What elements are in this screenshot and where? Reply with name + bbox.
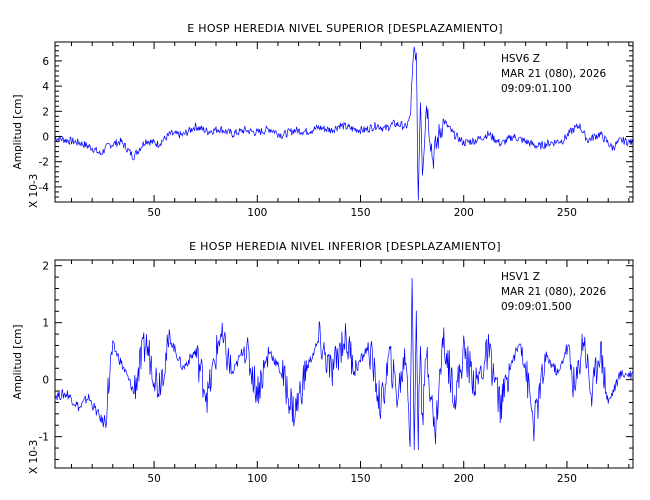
upper-panel: E HOSP HEREDIA NIVEL SUPERIOR [DESPLAZAM… — [12, 22, 634, 219]
plot-frame — [54, 259, 634, 469]
y-tick-label: 6 — [42, 56, 49, 68]
chart-title: E HOSP HEREDIA NIVEL INFERIOR [DESPLAZAM… — [189, 240, 501, 253]
x-tick-label: 200 — [454, 473, 474, 485]
series-line — [54, 278, 634, 451]
time-label: 09:09:01.100 — [501, 83, 572, 95]
y-tick-label: 0 — [42, 131, 49, 143]
plot-frame — [54, 41, 634, 203]
x-tick-label: 50 — [147, 473, 160, 485]
lower-panel: E HOSP HEREDIA NIVEL INFERIOR [DESPLAZAM… — [12, 240, 634, 485]
x-tick-label: 150 — [350, 473, 370, 485]
y-tick-label: -1 — [39, 432, 49, 444]
y-tick-label: 1 — [42, 318, 49, 330]
station-label: HSV6 Z — [501, 53, 540, 65]
x-tick-label: 250 — [557, 473, 577, 485]
x-tick-label: 100 — [247, 207, 267, 219]
y-tick-label: 2 — [42, 261, 49, 273]
y-axis-label: Amplitud [cm] — [12, 325, 24, 400]
y-scale-label: X 10-3 — [28, 440, 40, 474]
x-tick-label: 100 — [247, 473, 267, 485]
x-tick-label: 50 — [147, 207, 160, 219]
chart-title: E HOSP HEREDIA NIVEL SUPERIOR [DESPLAZAM… — [187, 22, 503, 35]
y-tick-label: -2 — [39, 157, 49, 169]
y-tick-label: 0 — [42, 375, 49, 387]
date-label: MAR 21 (080), 2026 — [501, 286, 607, 298]
date-label: MAR 21 (080), 2026 — [501, 68, 607, 80]
series-line — [54, 46, 634, 201]
x-tick-label: 200 — [454, 207, 474, 219]
station-label: HSV1 Z — [501, 271, 540, 283]
x-tick-label: 250 — [557, 207, 577, 219]
y-tick-label: -4 — [39, 182, 50, 194]
x-tick-label: 150 — [350, 207, 370, 219]
y-axis-label: Amplitud [cm] — [12, 95, 24, 170]
y-scale-label: X 10-3 — [28, 174, 40, 208]
y-tick-label: 4 — [42, 81, 49, 93]
y-tick-label: 2 — [42, 106, 49, 118]
time-label: 09:09:01.500 — [501, 301, 572, 313]
